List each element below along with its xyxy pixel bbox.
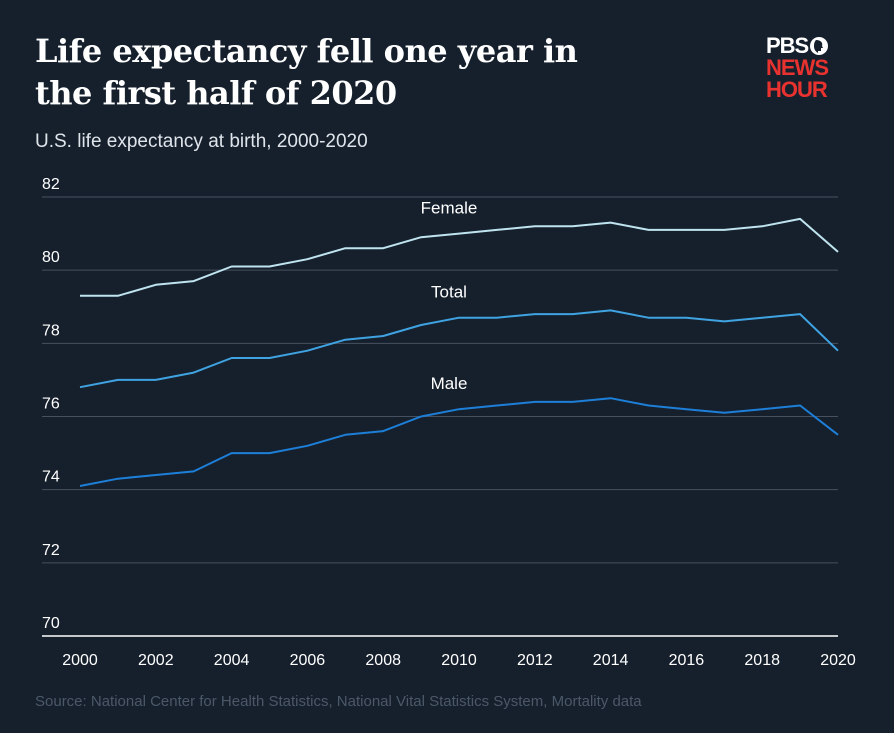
pbs-newshour-logo: PBS NEWS HOUR bbox=[766, 35, 846, 101]
series-label-female: Female bbox=[421, 199, 478, 218]
x-tick-label-2006: 2006 bbox=[290, 652, 326, 669]
x-tick-label-2010: 2010 bbox=[441, 652, 477, 669]
series-label-male: Male bbox=[431, 374, 468, 393]
grid-layer bbox=[42, 196, 838, 637]
x-tick-label-2012: 2012 bbox=[517, 652, 553, 669]
y-tick-label-78: 78 bbox=[42, 322, 60, 339]
y-tick-label-72: 72 bbox=[42, 542, 60, 559]
x-tick-label-2000: 2000 bbox=[62, 652, 98, 669]
chart-title: Life expectancy fell one year in the fir… bbox=[35, 32, 578, 112]
x-tick-label-2002: 2002 bbox=[138, 652, 174, 669]
series-line-total bbox=[79, 309, 839, 389]
source-note: Source: National Center for Health Stati… bbox=[35, 693, 642, 710]
x-tick-label-2014: 2014 bbox=[593, 652, 629, 669]
x-tick-label-2004: 2004 bbox=[214, 652, 250, 669]
logo-pbs-text: PBS bbox=[766, 33, 809, 58]
y-tick-label-74: 74 bbox=[42, 469, 60, 486]
pbs-head-icon bbox=[810, 37, 829, 55]
series-label-total: Total bbox=[431, 283, 467, 302]
x-tick-label-2018: 2018 bbox=[744, 652, 780, 669]
x-tick-label-2016: 2016 bbox=[669, 652, 705, 669]
series-line-female bbox=[80, 217, 839, 297]
series-line-male bbox=[79, 397, 839, 487]
logo-news-text: NEWS bbox=[766, 55, 829, 80]
label-layer: 70 72 74 76 78 80 82 2000 2002 2004 2006 2008 2010 20… bbox=[42, 176, 856, 669]
x-tick-label-2020: 2020 bbox=[820, 652, 856, 669]
chart-subtitle: U.S. life expectancy at birth, 2000-2020 bbox=[35, 131, 368, 152]
y-tick-label-70: 70 bbox=[42, 615, 60, 632]
y-tick-label-82: 82 bbox=[42, 176, 60, 193]
logo-hour-text: HOUR bbox=[766, 77, 828, 102]
x-tick-label-2008: 2008 bbox=[365, 652, 401, 669]
y-tick-label-76: 76 bbox=[42, 396, 60, 413]
y-tick-label-80: 80 bbox=[42, 249, 60, 266]
series-layer bbox=[79, 217, 839, 487]
